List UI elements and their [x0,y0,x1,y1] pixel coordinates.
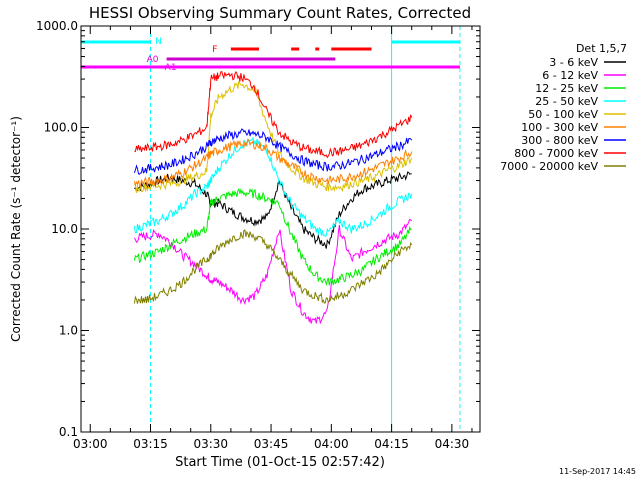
legend-label: 25 - 50 keV [535,95,598,108]
legend-label: 100 - 300 keV [521,121,598,134]
plot-layer: N F A0 A1 [80,26,461,432]
series-line-4 [134,80,413,193]
legend-label: 12 - 25 keV [535,82,598,95]
legend-label: 300 - 800 keV [521,134,598,147]
legend-label: 7000 - 20000 keV [500,160,598,173]
axis-layer: 0.1 1.0 10.0 100.0 1000.0 03:00 03:15 03:30 03:4… [36,19,480,451]
x-tick-label: 03:45 [254,437,289,451]
series-line-0 [134,171,412,249]
y-tick-label: 1000.0 [36,19,78,33]
legend-title: Det 1,5,7 [576,42,627,55]
y-tick-label: 10.0 [51,222,78,236]
timestamp: 11-Sep-2017 14:45 [559,467,636,476]
series-line-8 [133,229,413,304]
y-tick-label: 0.1 [59,425,78,439]
x-tick-label: 03:30 [193,437,228,451]
legend-label: 3 - 6 keV [549,56,598,69]
x-axis-label: Start Time (01-Oct-15 02:57:42) [175,455,385,470]
x-tick-label: 03:00 [73,437,108,451]
plot-frame [80,25,481,433]
x-tick-label: 04:00 [314,437,349,451]
flag-label-a0: A0 [147,55,159,65]
series-line-7 [134,70,413,159]
flag-label-f: F [212,45,217,55]
flag-label-n: N [155,37,162,47]
series-line-3 [133,136,413,238]
legend-label: 800 - 7000 keV [514,147,598,160]
legend-label: 50 - 100 keV [528,108,598,121]
x-tick-label: 04:30 [435,437,470,451]
legend-label: 6 - 12 keV [542,69,598,82]
series-line-1 [133,218,413,325]
y-axis-label: Corrected Count Rate (s⁻¹ detector⁻¹) [9,116,23,342]
x-tick-label: 04:15 [374,437,409,451]
y-tick-label: 100.0 [44,121,78,135]
series-line-6 [133,128,413,175]
y-tick-label: 1.0 [59,324,78,338]
series-line-2 [133,187,412,287]
chart-title: HESSI Observing Summary Count Rates, Cor… [89,4,471,22]
x-tick-label: 03:15 [133,437,168,451]
series-line-5 [133,138,413,188]
flag-label-a1: A1 [165,63,177,73]
